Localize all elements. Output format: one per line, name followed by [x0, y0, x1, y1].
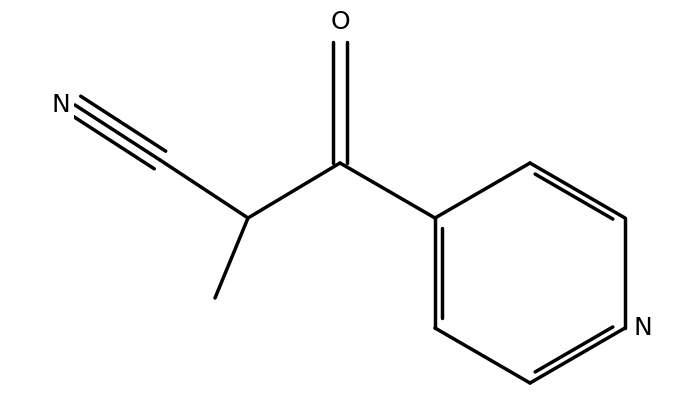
- Text: N: N: [633, 316, 651, 340]
- Text: N: N: [52, 93, 70, 117]
- Text: O: O: [330, 10, 350, 34]
